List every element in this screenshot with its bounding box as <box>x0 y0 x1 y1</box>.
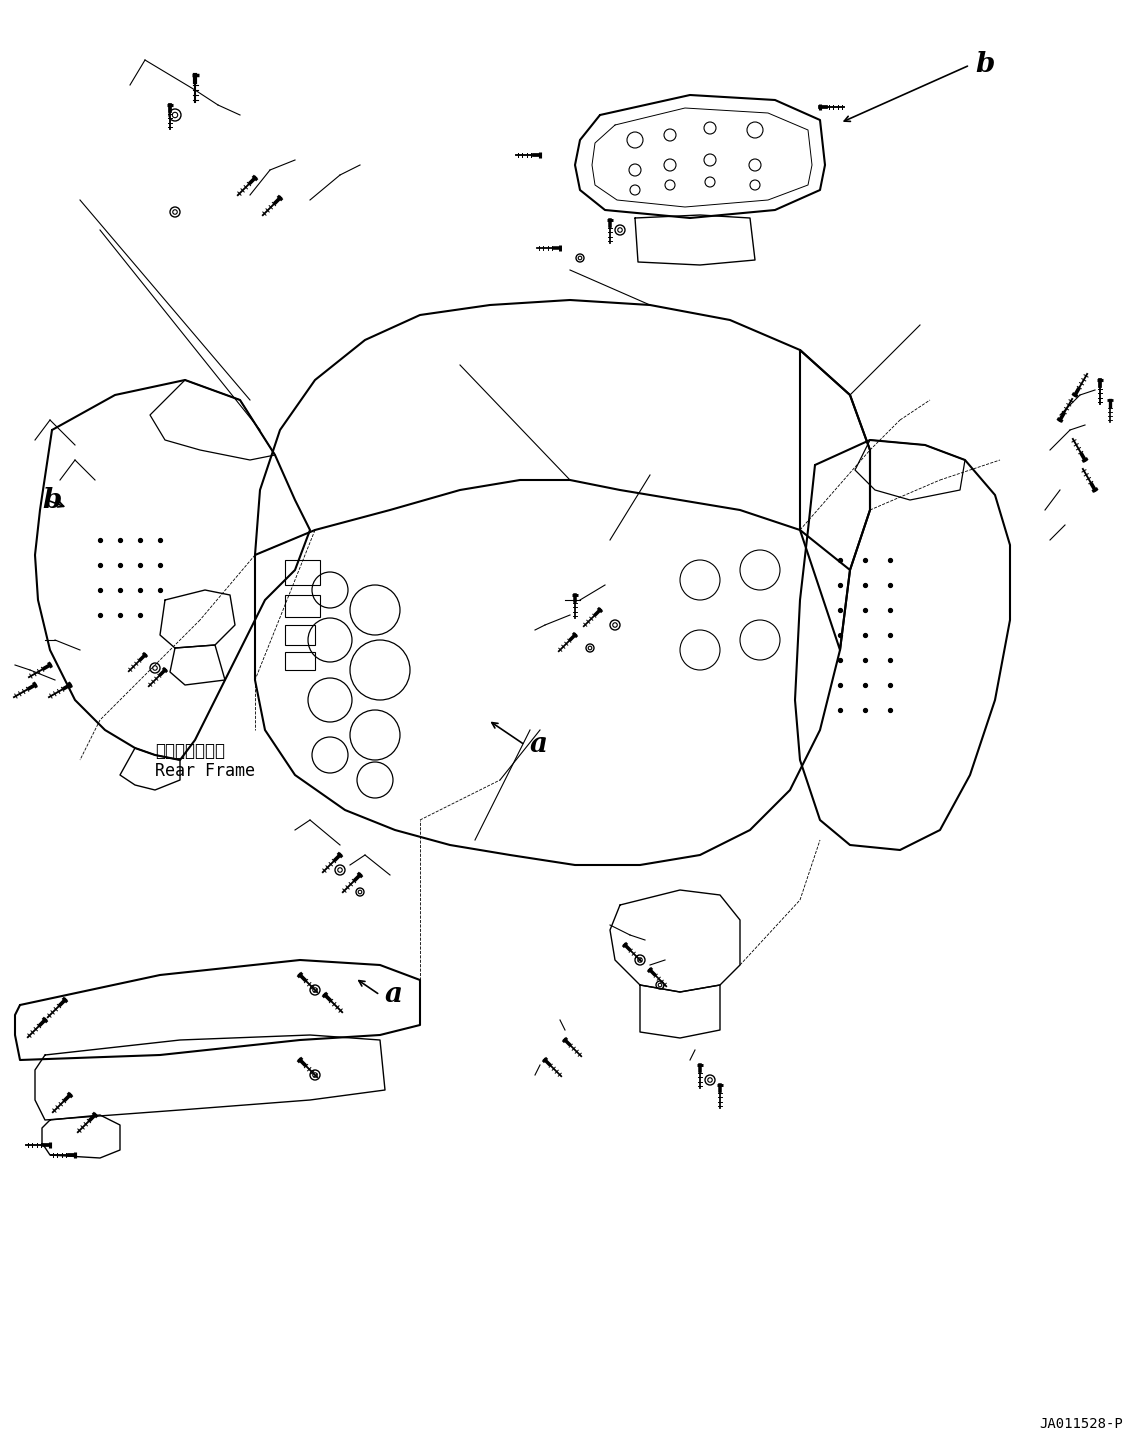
Bar <box>285 625 315 646</box>
Bar <box>285 595 320 617</box>
Text: b: b <box>42 486 62 514</box>
Bar <box>285 560 320 585</box>
Text: a: a <box>530 731 547 759</box>
Text: リヤーフレーム: リヤーフレーム <box>155 741 225 760</box>
Text: b: b <box>975 51 994 78</box>
Text: JA011528-P: JA011528-P <box>1039 1418 1124 1431</box>
Text: Rear Frame: Rear Frame <box>155 762 255 781</box>
Text: a: a <box>385 981 403 1008</box>
Bar <box>285 651 315 670</box>
